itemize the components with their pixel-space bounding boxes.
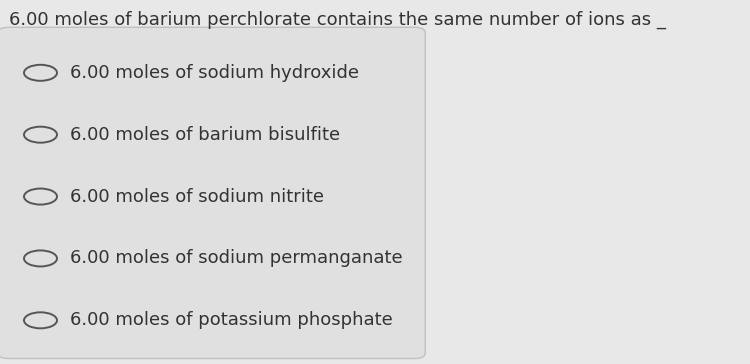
Circle shape	[24, 127, 57, 143]
Circle shape	[24, 312, 57, 328]
FancyBboxPatch shape	[0, 27, 425, 359]
Text: 6.00 moles of sodium nitrite: 6.00 moles of sodium nitrite	[70, 187, 325, 206]
Text: 6.00 moles of sodium hydroxide: 6.00 moles of sodium hydroxide	[70, 64, 359, 82]
Text: 6.00 moles of barium bisulfite: 6.00 moles of barium bisulfite	[70, 126, 340, 144]
Circle shape	[24, 189, 57, 205]
Circle shape	[24, 250, 57, 266]
Text: 6.00 moles of sodium permanganate: 6.00 moles of sodium permanganate	[70, 249, 404, 268]
Text: 6.00 moles of barium perchlorate contains the same number of ions as _: 6.00 moles of barium perchlorate contain…	[9, 11, 666, 29]
Circle shape	[24, 65, 57, 81]
Text: 6.00 moles of potassium phosphate: 6.00 moles of potassium phosphate	[70, 311, 393, 329]
